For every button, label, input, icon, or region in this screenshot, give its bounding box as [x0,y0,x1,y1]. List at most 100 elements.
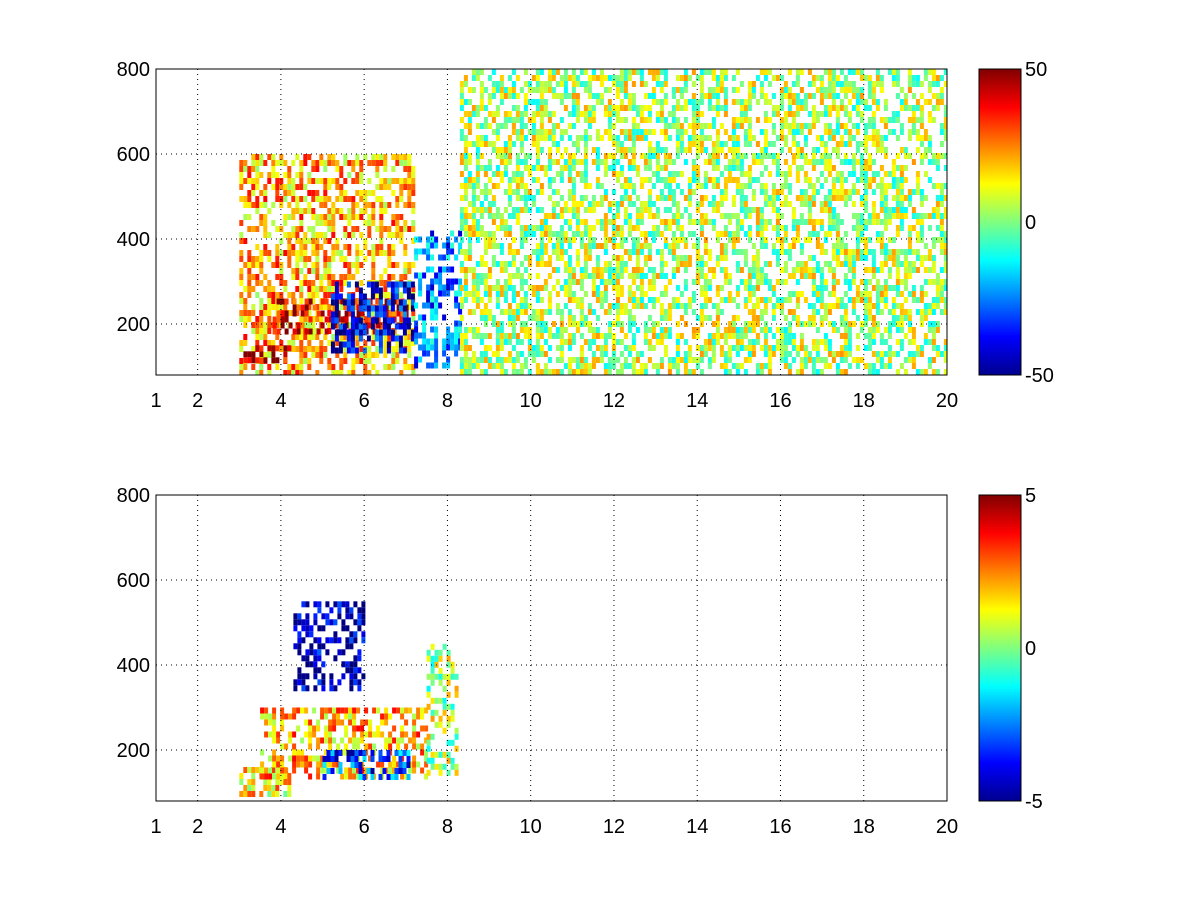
top-heatmap-cell [327,364,332,370]
bottom-heatmap-cell [341,673,346,680]
top-heatmap-cell [751,159,756,165]
top-heatmap-cell [535,273,540,279]
top-heatmap-cell [663,225,668,231]
top-heatmap-cell [935,195,940,201]
top-heatmap-cell [367,352,372,358]
top-heatmap-cell [547,345,552,351]
top-heatmap-cell [491,237,496,243]
top-heatmap-cell [483,237,488,243]
bottom-heatmap-cell [283,773,288,779]
top-heatmap-cell [927,117,932,123]
top-heatmap-cell [815,159,820,165]
top-heatmap-cell [871,267,876,273]
top-heatmap-cell [563,249,568,255]
top-heatmap-cell [459,303,464,309]
top-heatmap-cell [559,327,564,333]
top-heatmap-cell [351,166,356,172]
top-heatmap-cell [903,357,908,363]
top-heatmap-cell [943,69,947,75]
top-heatmap-cell [915,135,920,141]
top-heatmap-cell [747,279,752,285]
top-heatmap-cell [271,160,276,166]
top-heatmap-cell [359,160,364,166]
top-heatmap-cell [275,274,280,280]
top-heatmap-cell [667,171,672,177]
top-heatmap-cell [350,341,355,348]
top-heatmap-cell [643,291,648,297]
top-heatmap-cell [463,213,468,219]
top-heatmap-cell [563,219,568,225]
top-heatmap-cell [699,315,704,321]
top-heatmap-cell [563,147,568,153]
top-heatmap-cell [751,135,756,141]
top-heatmap-cell [371,364,376,370]
top-heatmap-cell [607,369,612,375]
top-heatmap-cell [919,123,924,129]
bottom-heatmap-cell [333,685,338,692]
top-heatmap-cell [755,153,760,159]
top-heatmap-cell [611,105,616,111]
top-heatmap-cell [463,363,468,369]
top-heatmap-cell [855,291,860,297]
top-heatmap-cell [739,111,744,117]
top-heatmap-cell [499,123,504,129]
top-heatmap-cell [555,201,560,207]
top-heatmap-cell [555,171,560,177]
top-heatmap-cell [543,261,548,267]
top-heatmap-cell [883,339,888,345]
top-heatmap-cell [499,261,504,267]
top-heatmap-cell [579,345,584,351]
top-heatmap-cell [731,117,736,123]
top-heatmap-cell [591,351,596,357]
top-heatmap-cell [647,207,652,213]
top-heatmap-cell [523,135,528,141]
top-heatmap-cell [339,172,344,178]
top-heatmap-cell [755,219,760,225]
top-heatmap-cell [402,347,407,354]
top-heatmap-cell [547,327,552,333]
top-heatmap-cell [731,297,736,303]
top-heatmap-cell [631,129,636,135]
top-heatmap-cell [775,159,780,165]
top-heatmap-cell [259,310,264,316]
top-heatmap-cell [939,129,944,135]
top-heatmap-cell [304,304,309,311]
top-heatmap-cell [334,311,339,318]
top-heatmap-cell [863,333,868,339]
top-heatmap-cell [615,75,620,81]
top-heatmap-cell [723,369,728,375]
top-heatmap-cell [811,81,816,87]
top-heatmap-cell [391,250,396,256]
top-heatmap-cell [335,244,340,250]
top-heatmap-cell [587,273,592,279]
top-heatmap-cell [467,87,472,93]
top-heatmap-cell [379,184,384,190]
top-heatmap-cell [651,153,656,159]
top-heatmap-cell [523,93,528,99]
top-heatmap-cell [543,249,548,255]
top-heatmap-cell [531,249,536,255]
top-heatmap-cell [675,105,680,111]
top-heatmap-cell [879,195,884,201]
top-heatmap-cell [635,285,640,291]
top-heatmap-cell [487,99,492,105]
top-heatmap-cell [611,213,616,219]
top-heatmap-cell [843,195,848,201]
top-heatmap-cell [507,315,512,321]
top-heatmap-cell [711,141,716,147]
top-heatmap-cell [851,123,856,129]
top-heatmap-cell [851,87,856,93]
top-heatmap-cell [555,147,560,153]
top-heatmap-cell [311,328,316,334]
top-heatmap-cell [339,256,344,262]
top-heatmap-cell [619,87,624,93]
top-heatmap-cell [763,201,768,207]
bottom-heatmap-cells [239,601,459,797]
top-heatmap-cell [651,75,656,81]
top-heatmap-cell [731,363,736,369]
top-heatmap-cell [567,135,572,141]
top-heatmap-cell [923,213,928,219]
top-heatmap-cell [371,160,376,166]
top-heatmap-cell [311,250,316,256]
top-heatmap-cell [823,111,828,117]
